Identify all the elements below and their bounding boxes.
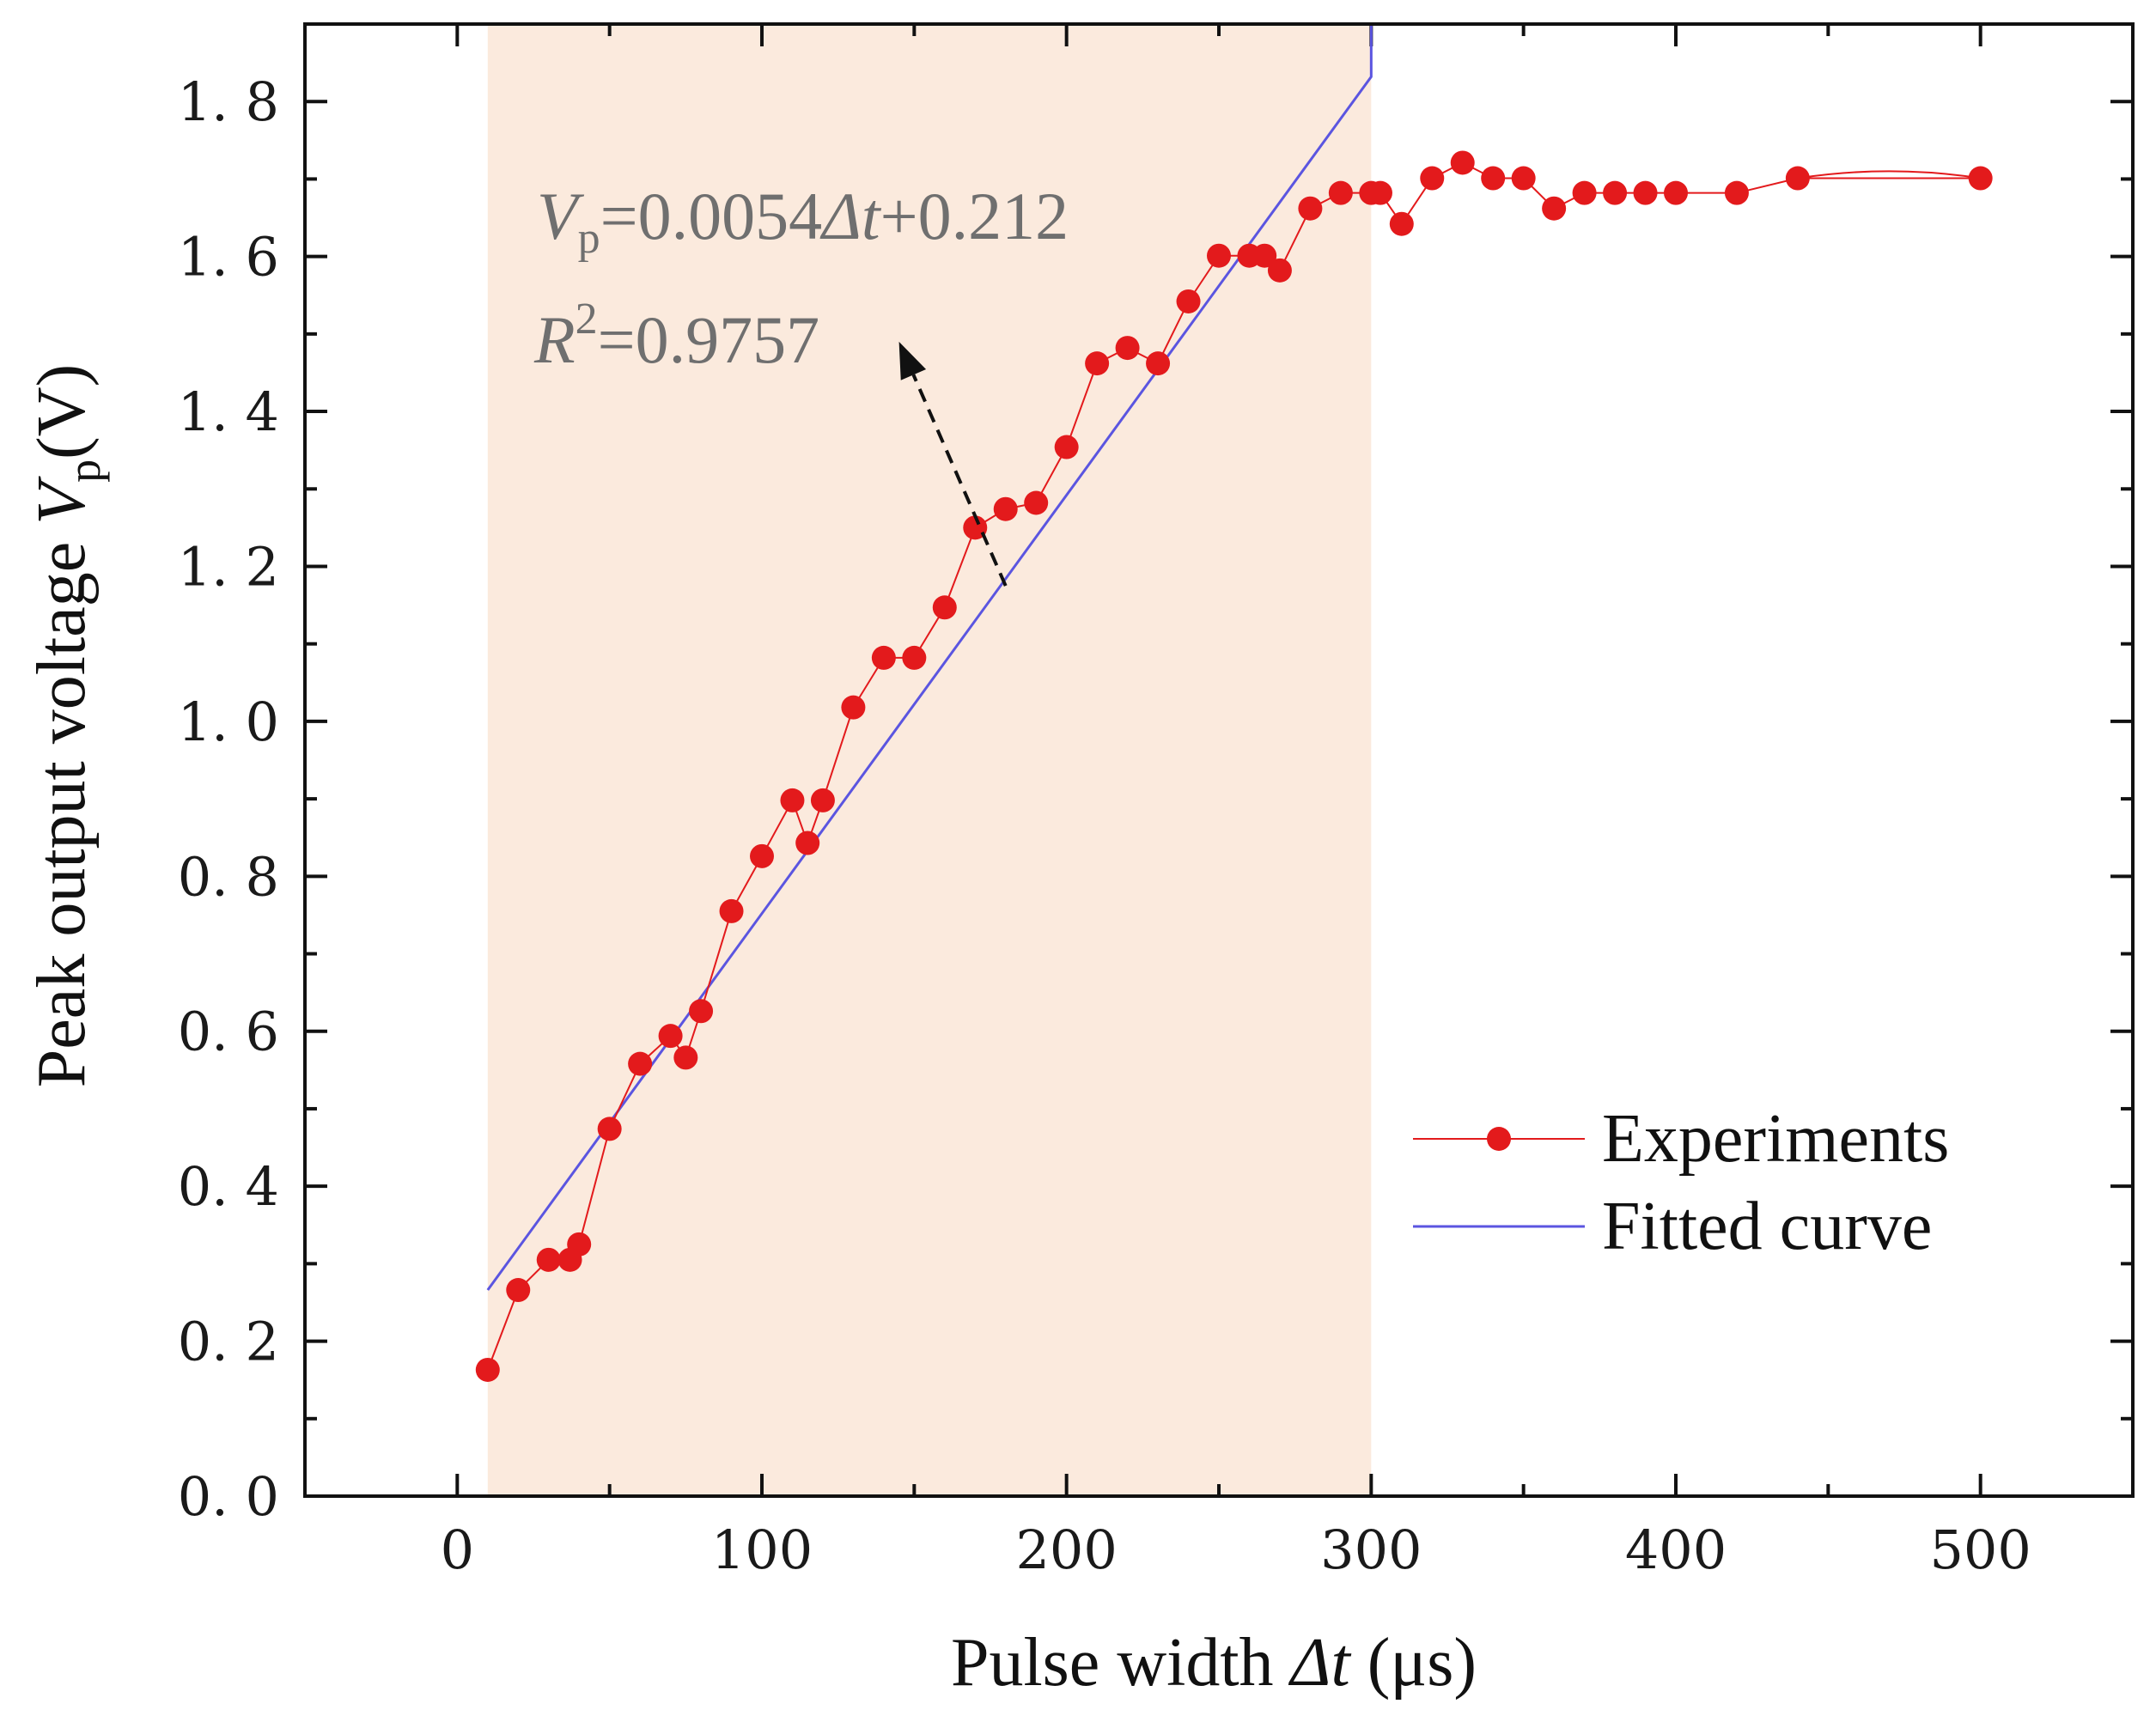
experiment-point <box>902 645 927 670</box>
experiment-point <box>1146 351 1171 376</box>
annotation-arrow <box>911 374 1008 587</box>
experiment-point <box>1664 180 1688 205</box>
experiment-point <box>795 831 820 855</box>
experiment-point <box>689 999 714 1024</box>
legend-experiments-label: Experiments <box>1602 1101 1949 1177</box>
experiment-point <box>1267 258 1292 283</box>
y-tick-label: 1. 4 <box>178 380 279 443</box>
experiment-point <box>628 1051 653 1076</box>
fit-eq-var: Δt <box>819 179 882 253</box>
experiment-point <box>1024 490 1049 515</box>
experiment-point <box>506 1278 531 1303</box>
y-tick-label: 1. 0 <box>178 691 279 753</box>
experiment-point <box>1207 243 1231 268</box>
experiment-point <box>1420 166 1445 191</box>
experiment-point <box>1481 166 1506 191</box>
experiment-point <box>1450 150 1475 175</box>
y-axis-title-main: Peak output voltage <box>24 525 100 1087</box>
y-tick-labels: 0. 0 0. 2 0. 4 0. 6 0. 8 1. 0 1. 2 1. 4 1. 6 1. 8 <box>178 70 279 1528</box>
fit-eq-sub: p <box>578 214 600 263</box>
y-axis-title-var: V <box>24 476 100 525</box>
experiment-point <box>1389 211 1414 236</box>
annotation-arrowhead <box>898 341 927 380</box>
experiment-point <box>871 645 896 670</box>
experiment-point <box>1603 180 1628 205</box>
experiment-point <box>810 788 835 812</box>
y-tick-label: 0. 8 <box>178 845 279 908</box>
r2-sup: 2 <box>576 295 598 344</box>
experiment-point <box>1176 289 1201 313</box>
experiment-point <box>780 788 805 812</box>
fitted-curve-line <box>486 24 1373 1291</box>
x-tick-label: 200 <box>1015 1518 1117 1581</box>
experiment-point <box>658 1024 683 1049</box>
experiment-point <box>475 1357 500 1382</box>
x-tick-label: 100 <box>711 1518 813 1581</box>
legend: Experiments Fitted curve <box>1413 1101 1949 1264</box>
experiment-point <box>1252 243 1277 268</box>
legend-fitted-label: Fitted curve <box>1602 1189 1932 1264</box>
experiment-point <box>1367 180 1392 205</box>
experiment-point <box>536 1247 561 1272</box>
x-axis-title: Pulse width Δt (μs) <box>951 1625 1477 1701</box>
x-tick-labels: 0 100 200 300 400 500 <box>441 1518 2031 1581</box>
x-tick-label: 500 <box>1929 1518 2031 1581</box>
y-axis-title: Peak output voltage Vp(V) <box>24 364 110 1087</box>
legend-experiments-swatch-dot <box>1487 1127 1511 1151</box>
experiment-point <box>1572 180 1597 205</box>
experiment-point <box>1968 166 1993 191</box>
experiment-point <box>1511 166 1536 191</box>
experiment-point <box>1633 180 1658 205</box>
experiment-point <box>719 898 744 923</box>
r2-rest: =0.9757 <box>598 302 820 377</box>
experiment-point <box>1115 336 1140 361</box>
y-tick-label: 1. 6 <box>178 226 279 289</box>
experiment-point <box>750 843 774 868</box>
y-tick-label: 0. 4 <box>178 1155 279 1218</box>
y-tick-label: 0. 6 <box>178 1001 279 1063</box>
experiment-point <box>1328 180 1353 205</box>
experiment-point <box>1724 180 1749 205</box>
experiment-point <box>993 496 1018 521</box>
y-tick-label: 0. 2 <box>178 1311 279 1373</box>
fit-eq-tail: +0.212 <box>880 179 1069 253</box>
x-tick-label: 0 <box>441 1518 474 1581</box>
y-axis-title-sub: p <box>58 459 110 483</box>
shaded-linear-region <box>487 24 1372 1496</box>
x-tick-label: 300 <box>1320 1518 1422 1581</box>
experiment-point <box>932 595 957 620</box>
experiment-point <box>1054 435 1079 459</box>
r2-lead: R <box>533 302 576 377</box>
experiment-point <box>1085 351 1110 376</box>
fit-equation: Vp=0.0054Δt+0.212 <box>537 179 1069 263</box>
y-tick-label: 0. 0 <box>178 1465 279 1528</box>
plot-frame <box>303 22 2135 1498</box>
fit-eq-rest: =0.0054 <box>600 179 823 253</box>
experiment-point <box>1542 196 1567 221</box>
experiment-point <box>567 1232 592 1257</box>
x-tick-label: 400 <box>1625 1518 1727 1581</box>
fit-eq-lead: V <box>537 179 585 253</box>
experiment-point <box>673 1045 698 1070</box>
y-tick-label: 1. 2 <box>178 535 279 598</box>
experiment-point <box>597 1117 622 1141</box>
experiment-point <box>841 695 866 720</box>
axis-ticks <box>303 24 2135 1498</box>
x-axis-title-var: Δt <box>1288 1625 1352 1701</box>
experiment-point <box>1785 166 1810 191</box>
r-squared: R2=0.9757 <box>533 295 819 377</box>
x-axis-title-main: Pulse width <box>951 1625 1291 1701</box>
y-tick-label: 1. 8 <box>178 70 279 133</box>
experiment-point <box>1298 196 1323 221</box>
x-axis-title-unit: (μs) <box>1350 1625 1477 1701</box>
y-axis-title-unit: (V) <box>24 364 100 459</box>
